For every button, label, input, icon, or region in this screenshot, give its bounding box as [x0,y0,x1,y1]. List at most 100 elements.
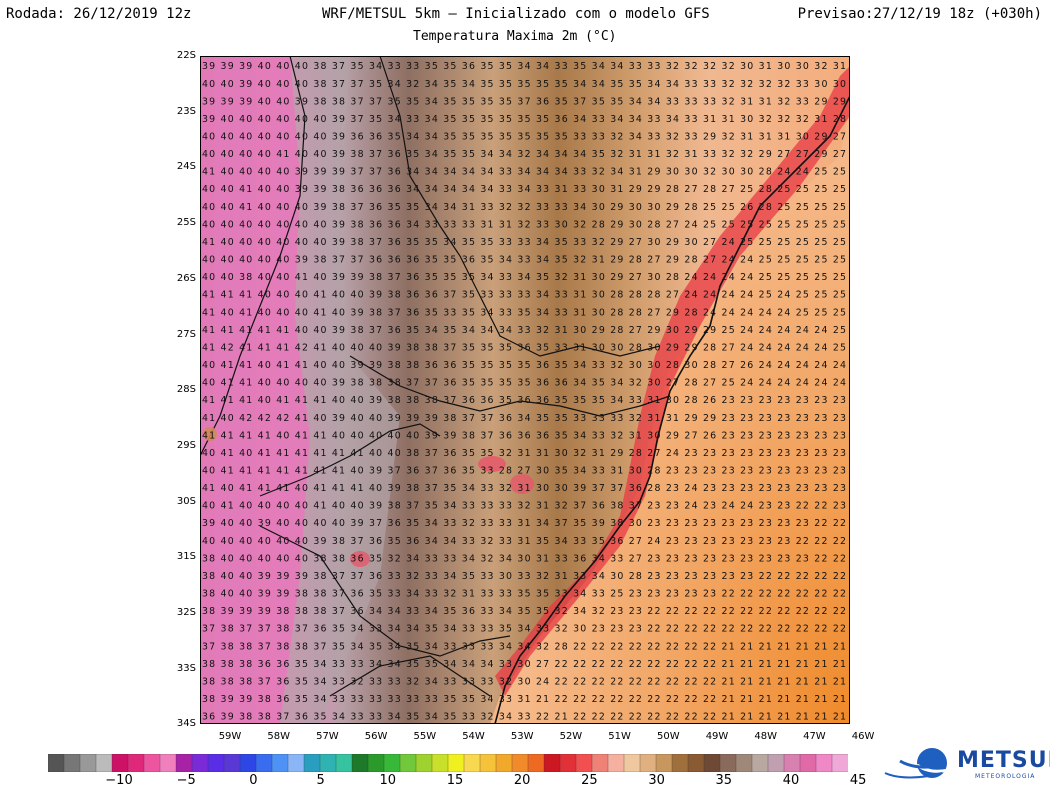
grid-row: 40 40 40 40 40 40 39 38 37 36 35 36 34 3… [202,536,846,547]
colorbar-swatch [687,754,705,772]
grid-row: 41 40 40 40 40 40 40 39 38 37 36 35 35 3… [202,237,846,248]
hot-spot [478,456,506,472]
colorbar-swatch [703,754,721,772]
colorbar-swatch [367,754,385,772]
grid-row: 40 40 39 40 40 40 38 37 37 35 34 32 34 3… [202,79,846,90]
colorbar-swatch [735,754,753,772]
grid-row: 40 40 40 40 40 40 40 39 38 36 36 34 33 3… [202,219,846,230]
grid-row: 40 40 41 40 40 39 39 38 36 36 36 34 34 3… [202,184,846,195]
grid-row: 38 40 40 40 40 40 38 38 36 35 32 34 33 3… [202,553,846,564]
run-date: Rodada: 26/12/2019 12z [6,6,192,22]
lat-label: 30S [176,495,196,507]
colorbar-tick-label: 15 [446,773,464,788]
grid-row: 37 38 38 37 38 38 37 35 34 35 34 35 34 3… [202,641,846,652]
coastline [494,95,850,724]
hot-spot [350,551,370,567]
forecast-time: Previsao:27/12/19 18z (+030h) [797,6,1042,22]
lon-label: 51W [608,731,631,742]
colorbar-swatch [447,754,465,772]
grid-row: 38 40 40 39 39 39 38 37 37 36 33 32 33 3… [202,571,846,582]
colorbar-swatch [671,754,689,772]
grid-row: 40 41 41 41 41 41 41 41 40 39 37 36 37 3… [202,466,846,477]
colorbar-swatch [143,754,161,772]
colorbar-swatch [351,754,369,772]
colorbar-swatch [223,754,241,772]
lat-label: 29S [176,439,196,451]
colorbar-tick-label: −5 [176,773,196,788]
lon-label: 59W [218,731,242,742]
border-south [329,655,491,697]
grid-row: 39 39 39 40 40 39 38 38 37 37 35 35 34 3… [202,96,846,107]
colorbar-tick-label: 40 [782,773,800,788]
lon-label: 54W [462,731,485,742]
colorbar-swatch [591,754,609,772]
lon-label: 46W [851,731,875,742]
grid-row: 36 39 38 38 37 36 35 34 33 33 34 35 34 3… [202,712,846,723]
colorbar-swatch [111,754,129,772]
grid-row: 38 38 38 37 36 35 34 33 32 33 33 32 34 3… [202,676,846,687]
colorbar-swatch [335,754,353,772]
colorbar-swatch [511,754,529,772]
colorbar-tick-label: 20 [513,773,531,788]
colorbar-swatch [543,754,561,772]
logo-wordmark: METSUL [957,748,1050,773]
colorbar-swatch [399,754,417,772]
lon-label: 55W [413,731,437,742]
lon-label: 57W [316,731,339,742]
lat-label: 33S [176,662,196,674]
colorbar-swatch [239,754,257,772]
lat-label: 23S [176,105,196,117]
map-canvas: 39 39 39 40 40 40 38 37 35 34 33 33 35 3… [200,56,850,724]
colorbar-swatch [783,754,801,772]
grid-row: 39 40 40 39 40 40 40 40 39 37 36 35 34 3… [202,518,846,529]
colorbar-swatch [271,754,289,772]
grid-row: 41 40 41 41 41 40 41 41 41 40 39 38 37 3… [202,483,846,494]
lat-label: 26S [176,272,196,284]
grid-row: 40 41 40 40 40 40 41 40 40 39 38 37 35 3… [202,501,846,512]
colorbar [48,754,848,772]
lat-label: 34S [176,718,196,730]
temperature-map: 39 39 39 40 40 40 38 37 35 34 33 33 35 3… [200,56,850,724]
lat-label: 22S [176,50,196,61]
colorbar-swatch [639,754,657,772]
lon-label: 58W [267,731,290,742]
colorbar-tick-label: 25 [581,773,598,788]
grid-row: 41 40 40 40 40 39 39 39 37 37 36 34 34 3… [202,167,846,178]
lon-label: 49W [705,731,729,742]
colorbar-swatch [95,754,113,772]
grid-row: 40 40 40 40 41 40 40 39 38 37 36 35 34 3… [202,149,846,160]
grid-row: 40 40 38 40 40 41 40 39 39 38 37 36 35 3… [202,272,846,283]
border-parana [379,56,661,357]
colorbar-swatch [559,754,577,772]
grid-row: 39 40 40 40 40 40 40 39 37 35 34 33 34 3… [202,114,846,125]
grid-row: 38 39 39 38 36 35 34 33 33 33 33 33 33 3… [202,694,846,705]
border-santa-catarina [349,355,671,417]
coastal-warm-band [495,66,850,696]
colorbar-swatch [207,754,225,772]
colorbar-swatch [655,754,673,772]
grid-row: 38 40 40 39 39 38 38 37 36 35 33 34 33 3… [202,589,846,600]
lat-label: 25S [176,217,196,229]
grid-row: 40 41 41 40 40 40 40 39 38 38 38 37 37 3… [202,378,846,389]
temperature-grid: 39 39 39 40 40 40 38 37 35 34 33 33 35 3… [202,61,846,722]
grid-row: 41 41 41 40 40 40 41 40 40 39 38 36 36 3… [202,290,846,301]
colorbar-swatch [495,754,513,772]
lon-label: 52W [559,731,583,742]
grid-row: 40 41 40 41 41 41 41 41 41 40 40 38 37 3… [202,448,846,459]
colorbar-swatch [127,754,145,772]
lon-label: 48W [754,731,777,742]
lon-label: 50W [656,731,680,742]
grid-row: 37 38 37 37 38 37 36 35 34 33 34 34 35 3… [202,624,846,635]
colorbar-swatch [751,754,769,772]
colorbar-swatch [255,754,273,772]
colorbar-swatch [799,754,817,772]
grid-row: 40 41 41 40 41 41 40 40 39 39 38 38 36 3… [202,360,846,371]
colorbar-swatch [575,754,593,772]
colorbar-swatch [287,754,305,772]
grid-row: 38 38 38 36 36 35 34 33 33 34 34 35 35 3… [202,659,846,670]
lat-label: 32S [176,607,196,618]
colorbar-swatch [623,754,641,772]
colorbar-tick-label: 10 [379,773,397,788]
grid-row: 40 40 40 40 40 40 40 39 36 36 35 34 34 3… [202,132,846,143]
grid-row: 40 40 41 40 40 40 39 38 37 36 35 35 34 3… [202,202,846,213]
